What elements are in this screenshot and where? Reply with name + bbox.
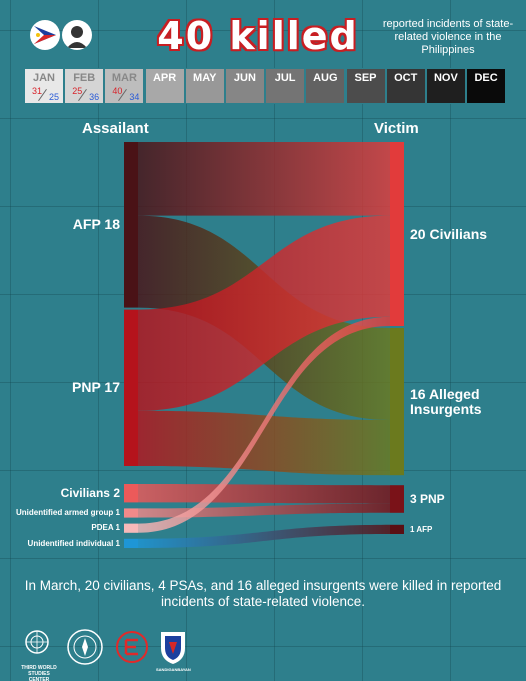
month-dec: DEC [466,68,507,104]
victim-label-2: 3 PNP [410,491,445,506]
victim-node-1 [390,328,404,476]
third-world-logo-text: THIRD WORLD STUDIES CENTER [21,665,57,681]
assailant-label-0: AFP 18 [72,216,120,233]
sankey-flow-2 [138,215,390,411]
assailant-node-2 [124,484,138,503]
victim-node-0 [390,142,404,326]
portrait-logo-icon [62,20,92,50]
victim-node-2 [390,485,404,513]
victim-label-1: 16 Alleged Insurgents [410,385,482,417]
month-label: APR [152,72,177,84]
month-label: MAR [111,72,137,84]
page-subtitle: reported incidents of state-related viol… [382,18,514,56]
assailant-label-1: PNP 17 [72,379,120,396]
month-killed-count: 40 [112,86,123,96]
page-title: 40 killed [157,14,359,58]
month-nov: NOV [425,68,466,104]
month-jul: JUL [265,68,306,104]
month-timeline: JAN 31 25 FEB 25 36 MAR 40 34 APR MAY JUN JUL AUG SEP O… [24,68,507,104]
month-label: MAY [193,72,217,84]
flag-logo-icon [30,20,60,50]
victim-header: Victim [374,120,419,137]
victim-label-3: 1 AFP [410,524,433,534]
third-world-studies-logo: THIRD WORLD STUDIES CENTER [20,628,58,681]
month-jan: JAN 31 25 [24,68,64,104]
month-label: AUG [313,72,338,84]
month-label: JUL [274,72,296,84]
sankey-flow-5 [138,503,390,518]
month-label: DEC [474,72,498,84]
victim-node-3 [390,524,404,534]
shield-logo-icon: SANDIGANBAYAN [156,628,191,672]
month-previous-count: 34 [129,92,140,102]
month-may: MAY [184,68,225,104]
month-mar: MAR 40 34 [104,68,145,104]
sankey-flow-3 [138,410,390,476]
sankey-flow-7 [138,524,390,548]
month-previous-count: 36 [89,92,100,102]
sankey-flow-0 [138,142,390,216]
assailant-label-5: Unidentified individual 1 [27,538,120,548]
assailant-node-3 [124,508,138,518]
right-logo-text: SANDIGANBAYAN [156,667,191,672]
assailant-node-1 [124,309,138,466]
month-label: FEB [73,72,96,84]
month-jun: JUN [224,68,265,104]
assailant-header: Assailant [82,120,149,137]
assailant-label-4: PDEA 1 [91,523,120,533]
assailant-node-5 [124,538,138,548]
victim-label-0: 20 Civilians [410,225,488,242]
month-oct: OCT [385,68,426,104]
month-killed-count: 31 [32,86,43,96]
month-previous-count: 25 [48,92,59,102]
sankey-flow-4 [138,484,390,504]
sankey-flow-6 [138,316,390,533]
month-aug: AUG [305,68,346,104]
month-apr: APR [144,68,185,104]
university-seal-icon [66,628,104,671]
month-label: NOV [433,72,458,84]
assailant-label-2: Civilians 2 [60,486,120,500]
month-label: JUN [233,72,256,84]
assailant-label-3: Unidentified armed group 1 [15,508,120,518]
month-killed-count: 25 [72,86,83,96]
assailant-node-0 [124,142,138,308]
caption: In March, 20 civilians, 4 PSAs, and 16 a… [24,578,502,609]
month-label: OCT [394,72,418,84]
month-label: SEP [354,72,377,84]
assailant-node-4 [124,523,138,533]
red-circle-logo-icon [114,628,150,671]
month-feb: FEB 25 36 [64,68,105,104]
month-sep: SEP [345,68,386,104]
month-label: JAN [32,72,55,84]
